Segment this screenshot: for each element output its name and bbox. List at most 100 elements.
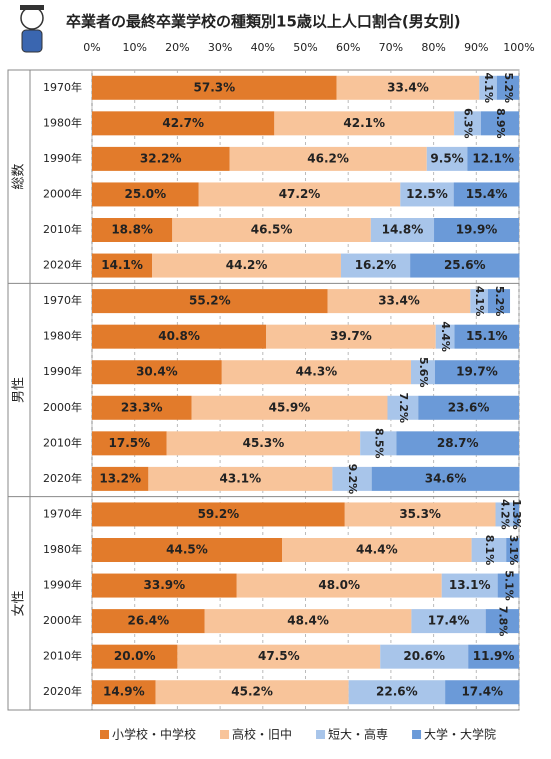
data-label: 9.2% [346, 464, 359, 495]
bar-segment [191, 395, 388, 420]
data-label: 5.2% [493, 286, 506, 317]
legend-swatch [412, 730, 422, 739]
bar-segment [155, 680, 349, 705]
bar-segment [434, 218, 519, 242]
data-label: 14.8% [382, 223, 424, 237]
data-label: 12.5% [406, 187, 448, 201]
bar-segment [266, 324, 436, 349]
data-label: 6.3% [462, 108, 475, 139]
bar-segment [396, 431, 519, 456]
data-label: 45.3% [243, 436, 285, 450]
data-label: 30.4% [136, 365, 178, 379]
y-tick-label: 2000年 [43, 186, 82, 200]
x-tick-label: 50% [293, 41, 317, 54]
data-label: 42.1% [343, 116, 385, 130]
data-label: 33.9% [144, 578, 186, 592]
data-label: 46.5% [251, 223, 293, 237]
data-label: 17.5% [109, 436, 151, 450]
bar-segment [496, 75, 519, 100]
bar-segment [348, 680, 446, 705]
bar-segment [92, 253, 153, 278]
data-label: 33.4% [378, 294, 420, 308]
bar-segment [92, 146, 230, 171]
data-label: 15.4% [466, 187, 508, 201]
group-label: 女性 [11, 590, 27, 616]
bar-segment [92, 644, 178, 669]
bar-segment [487, 289, 511, 314]
bar-segment [327, 289, 471, 314]
bar-segment [453, 182, 520, 207]
data-label: 20.6% [403, 649, 445, 663]
data-label: 32.2% [140, 151, 182, 165]
bar-segment [340, 253, 411, 278]
data-label: 47.2% [279, 187, 321, 201]
data-label: 45.9% [269, 400, 311, 414]
bar-segment [204, 609, 412, 634]
group-label: 男性 [12, 377, 27, 403]
bar-segment [454, 324, 519, 349]
bar-segment [229, 146, 427, 171]
bar-segment [418, 395, 519, 420]
x-tick-label: 20% [165, 41, 189, 54]
bar-segment [336, 75, 480, 100]
bar-segment [370, 218, 435, 242]
y-tick-label: 2020年 [43, 471, 82, 485]
y-tick-label: 1990年 [43, 578, 82, 592]
y-tick-label: 2010年 [43, 649, 82, 663]
data-label: 42.7% [162, 116, 204, 130]
data-label: 34.6% [425, 471, 467, 485]
bar-segment [152, 253, 341, 278]
x-tick-label: 40% [251, 41, 275, 54]
data-label: 12.1% [472, 151, 514, 165]
data-label: 45.2% [231, 685, 273, 699]
bar-segment [92, 182, 199, 207]
data-label: 40.8% [158, 329, 200, 343]
data-label: 16.2% [355, 258, 397, 272]
bar-segment [92, 395, 192, 420]
data-label: 5.2% [502, 73, 515, 104]
data-label: 4.1% [473, 286, 486, 317]
bar-segment [92, 289, 328, 314]
y-tick-label: 2000年 [43, 613, 82, 627]
y-tick-label: 2000年 [43, 400, 82, 414]
data-label: 35.3% [399, 507, 441, 521]
bar-segment [177, 644, 381, 669]
data-label: 13.1% [449, 578, 491, 592]
bar-segment [506, 538, 520, 562]
y-tick-label: 1980年 [43, 542, 82, 556]
bar-segment [92, 431, 167, 456]
bar-segment [166, 431, 361, 456]
bar-segment [198, 182, 401, 207]
data-label: 25.0% [125, 187, 167, 201]
data-label: 20.0% [114, 649, 156, 663]
data-label: 33.4% [387, 80, 429, 94]
bar-segment [400, 182, 454, 207]
bar-segment [480, 111, 519, 136]
x-tick-label: 10% [122, 41, 146, 54]
legend-label: 小学校・中学校 [112, 727, 196, 742]
bar-segment [360, 431, 397, 456]
x-tick-label: 90% [464, 41, 488, 54]
bar-segment [344, 502, 496, 527]
bar-segment [92, 466, 149, 491]
bar-segment [282, 538, 472, 562]
data-label: 5.1% [503, 570, 516, 601]
x-tick-label: 70% [379, 41, 403, 54]
y-tick-label: 1980年 [43, 115, 82, 129]
bar-segment [221, 360, 411, 385]
data-label: 9.5% [430, 151, 463, 165]
data-label: 14.9% [103, 685, 145, 699]
data-label: 8.1% [483, 535, 496, 566]
data-label: 11.9% [473, 649, 515, 663]
data-label: 17.4% [461, 685, 503, 699]
bar-segment [387, 395, 419, 420]
data-label: 47.5% [258, 649, 300, 663]
bar-segment [92, 75, 337, 100]
data-label: 23.6% [448, 400, 490, 414]
y-tick-label: 1970年 [43, 80, 82, 94]
data-label: 59.2% [198, 507, 240, 521]
data-label: 25.6% [444, 258, 486, 272]
y-tick-label: 1970年 [43, 506, 82, 520]
data-label: 39.7% [330, 329, 372, 343]
